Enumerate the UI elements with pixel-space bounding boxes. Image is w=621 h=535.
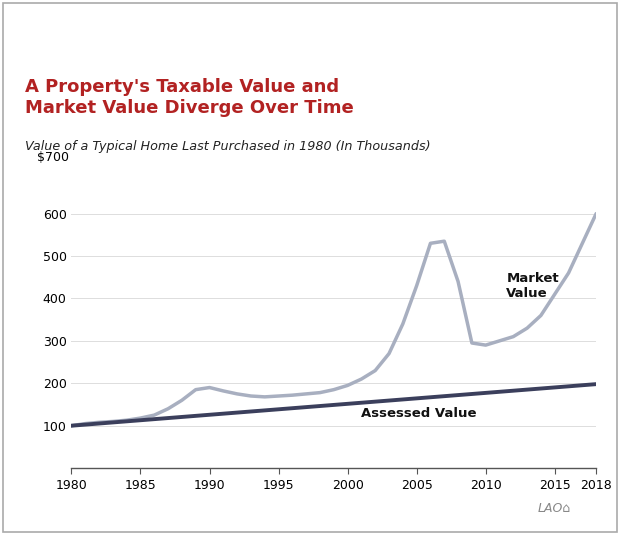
Text: $700: $700 — [37, 151, 69, 164]
Text: LAO⌂: LAO⌂ — [537, 502, 571, 515]
Text: Assessed Value: Assessed Value — [361, 407, 477, 421]
Text: A Property's Taxable Value and
Market Value Diverge Over Time: A Property's Taxable Value and Market Va… — [25, 78, 353, 117]
Text: Value of a Typical Home Last Purchased in 1980 (In Thousands): Value of a Typical Home Last Purchased i… — [25, 140, 430, 153]
Text: Figure 1: Figure 1 — [19, 20, 88, 35]
Text: Market
Value: Market Value — [506, 272, 559, 300]
